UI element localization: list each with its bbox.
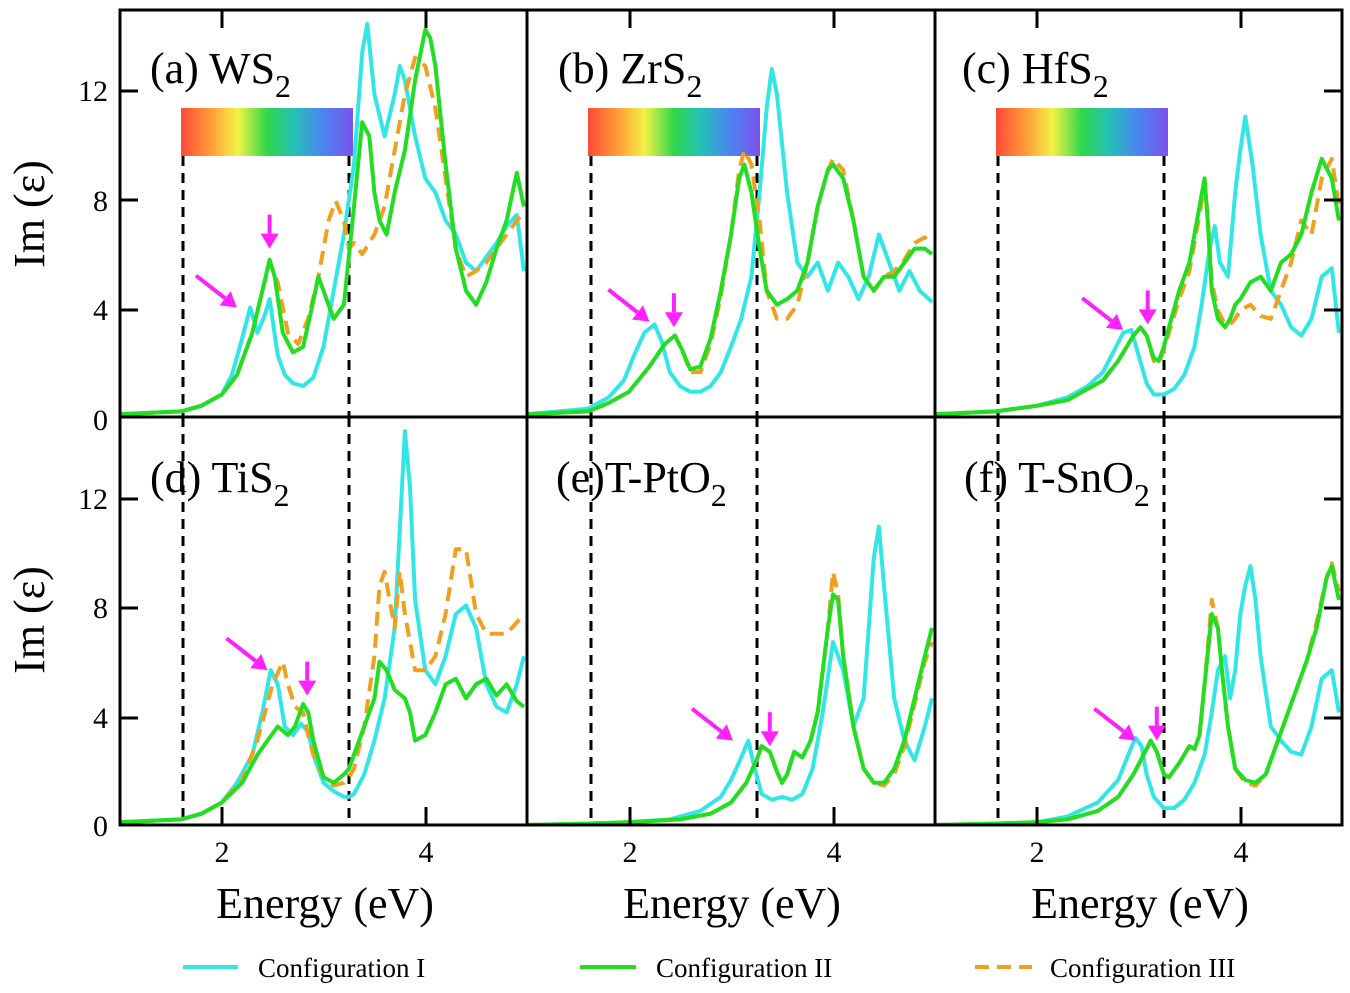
series-config3-c [935, 156, 1341, 417]
arrow-diag-f [1093, 707, 1136, 741]
series-config2-a [120, 27, 526, 417]
x-tick-labels: 2 4 2 4 2 4 [215, 836, 1249, 869]
arrow-diag-d [225, 636, 268, 671]
x-tick-label: 2 [215, 836, 230, 869]
x-tick-label: 4 [1234, 836, 1249, 869]
y-tick-label: 4 [93, 702, 108, 735]
x-tick-label: 4 [419, 836, 434, 869]
panel-label-b: (b) ZrS2 [558, 44, 702, 104]
y-tick-label: 8 [93, 592, 108, 625]
series-config2-f [935, 564, 1341, 825]
y-tick-label: 4 [93, 294, 108, 327]
arrow-down-c [1138, 290, 1157, 325]
series-config2-e [527, 592, 934, 825]
series-config1-b [527, 66, 934, 417]
series-config1-d [120, 429, 526, 825]
y-axis-title: Im (ε) [5, 160, 54, 268]
arrow-down-a [260, 214, 279, 249]
y-axis-title: Im (ε) [5, 566, 54, 674]
y-tick-label: 0 [93, 810, 108, 843]
arrow-diag-e [690, 707, 733, 741]
panel-e: (e)T-PtO2 [527, 417, 934, 825]
panel-label-d: (d) TiS2 [150, 453, 290, 513]
panel-c: (c) HfS2 [935, 44, 1341, 417]
series-config3-f [935, 561, 1341, 825]
panel-frames [118, 8, 1344, 827]
legend-label-config2: Configuration II [656, 953, 832, 983]
y-tick-label: 8 [93, 185, 108, 218]
series-config1-f [935, 564, 1341, 825]
panel-d: (d) TiS2 [120, 417, 526, 825]
panel-b: (b) ZrS2 [527, 44, 934, 417]
x-tick-label: 2 [1030, 836, 1045, 869]
panel-label-a: (a) WS2 [150, 44, 291, 104]
panel-label-e: (e)T-PtO2 [556, 453, 727, 513]
spectrum-bar-b [588, 108, 760, 156]
x-axis-title: Energy (eV) [623, 879, 841, 928]
legend-label-config3: Configuration III [1050, 953, 1235, 983]
x-axis-title: Energy (eV) [1031, 879, 1249, 928]
legend: Configuration I Configuration II Configu… [183, 953, 1235, 983]
legend-label-config1: Configuration I [258, 953, 425, 983]
y-tick-label: 12 [78, 483, 108, 516]
series-config1-a [120, 22, 526, 417]
series-config3-b [527, 148, 934, 417]
arrow-down-d [298, 661, 317, 696]
y-tick-labels: 0 4 8 12 0 4 8 12 [78, 75, 108, 843]
arrow-down-f [1147, 706, 1166, 741]
spectrum-bar-c [996, 108, 1168, 156]
series-config1-c [935, 114, 1341, 417]
y-tick-label: 12 [78, 75, 108, 108]
series-config2-d [120, 659, 526, 825]
spectrum-bar-a [181, 108, 353, 156]
arrow-diag-c [1080, 296, 1124, 330]
series-config1-e [527, 524, 934, 825]
series-config2-c [935, 156, 1341, 417]
panel-a: (a) WS2 [120, 22, 526, 417]
y-tick-label: 0 [93, 404, 108, 437]
panel-label-c: (c) HfS2 [962, 44, 1109, 104]
arrow-down-b [664, 293, 683, 328]
series-config2-b [527, 162, 934, 417]
panel-label-f: (f) T-SnO2 [964, 453, 1150, 513]
x-axis-title: Energy (eV) [216, 879, 434, 928]
panel-f: (f) T-SnO2 [935, 417, 1341, 825]
arrow-diag-a [194, 274, 237, 308]
arrow-diag-b [607, 288, 650, 322]
ticks [120, 10, 1342, 825]
x-tick-label: 4 [827, 836, 842, 869]
x-tick-label: 2 [623, 836, 638, 869]
arrow-down-e [760, 712, 779, 747]
